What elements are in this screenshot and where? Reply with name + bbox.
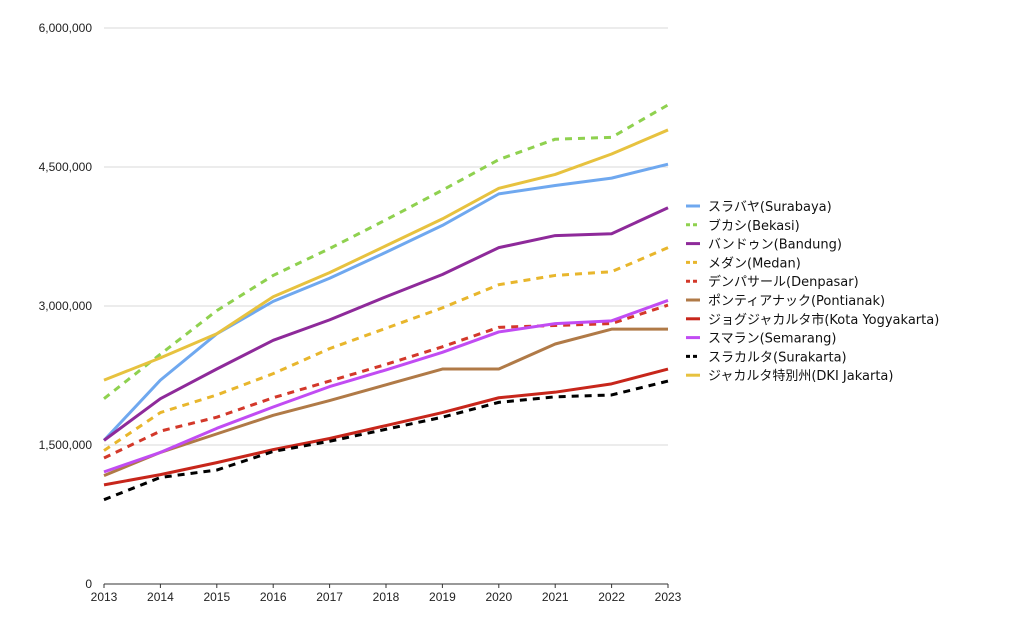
x-tick-label: 2019	[429, 590, 456, 604]
gridlines	[104, 27, 668, 446]
legend-item: バンドゥン(Bandung)	[686, 238, 842, 253]
legend-label: ポンティアナック(Pontianak)	[708, 294, 885, 309]
legend-label: ブカシ(Bekasi)	[708, 218, 800, 234]
legend-item: スマラン(Semarang)	[686, 332, 836, 347]
x-tick-label: 2022	[598, 590, 625, 604]
series-line-5	[103, 303, 669, 460]
series-lines	[102, 103, 669, 502]
series-line-1	[102, 162, 669, 442]
series-line-8	[103, 299, 669, 474]
x-tick-label: 2014	[147, 590, 174, 604]
legend: スラバヤ(Surabaya) ブカシ(Bekasi) バンドゥン(Bandung) メ…	[686, 200, 939, 384]
x-tick-label: 2016	[260, 590, 287, 604]
x-tick-label: 2018	[373, 590, 400, 604]
series-line-6	[103, 327, 668, 477]
series-line-4	[103, 246, 669, 452]
x-tick-label: 2013	[91, 590, 118, 604]
x-tick-label: 2015	[203, 590, 230, 604]
legend-item: ポンティアナック(Pontianak)	[686, 294, 885, 309]
y-tick-label: 1,500,000	[39, 438, 93, 452]
legend-item: ジャカルタ特別州(DKI Jakarta)	[686, 369, 893, 384]
x-tick-label: 2020	[485, 590, 512, 604]
legend-label: バンドゥン(Bandung)	[708, 238, 842, 253]
legend-item: ブカシ(Bekasi)	[686, 218, 800, 234]
series-line-7	[103, 367, 669, 487]
legend-label: メダン(Medan)	[708, 256, 801, 271]
legend-label: ジャカルタ特別州(DKI Jakarta)	[708, 369, 893, 384]
series-line-10	[103, 128, 669, 382]
axes: 0 1,500,000 3,000,000 4,500,000 6,000,000 201…	[39, 21, 682, 604]
x-tick-label: 2017	[316, 590, 343, 604]
legend-item: ジョグジャカルタ市(Kota Yogyakarta)	[686, 312, 939, 328]
legend-label: スラカルタ(Surakarta)	[708, 350, 847, 365]
x-tick-label: 2023	[655, 590, 682, 604]
y-tick-label: 0	[85, 577, 92, 591]
y-tick-label: 4,500,000	[39, 160, 93, 174]
legend-label: スラバヤ(Surabaya)	[708, 200, 832, 215]
y-tick-label: 3,000,000	[39, 299, 93, 313]
legend-item: スラカルタ(Surakarta)	[686, 350, 847, 365]
legend-item: スラバヤ(Surabaya)	[686, 200, 832, 215]
y-tick-label: 6,000,000	[39, 21, 93, 35]
series-line-3	[103, 206, 669, 442]
x-tick-label: 2021	[542, 590, 569, 604]
legend-label: スマラン(Semarang)	[708, 332, 836, 347]
legend-label: ジョグジャカルタ市(Kota Yogyakarta)	[708, 312, 939, 328]
legend-label: デンパサール(Denpasar)	[708, 274, 859, 290]
series-line-9	[103, 379, 669, 502]
legend-item: デンパサール(Denpasar)	[686, 274, 859, 290]
legend-item: メダン(Medan)	[686, 256, 801, 271]
series-line-2	[103, 103, 669, 400]
